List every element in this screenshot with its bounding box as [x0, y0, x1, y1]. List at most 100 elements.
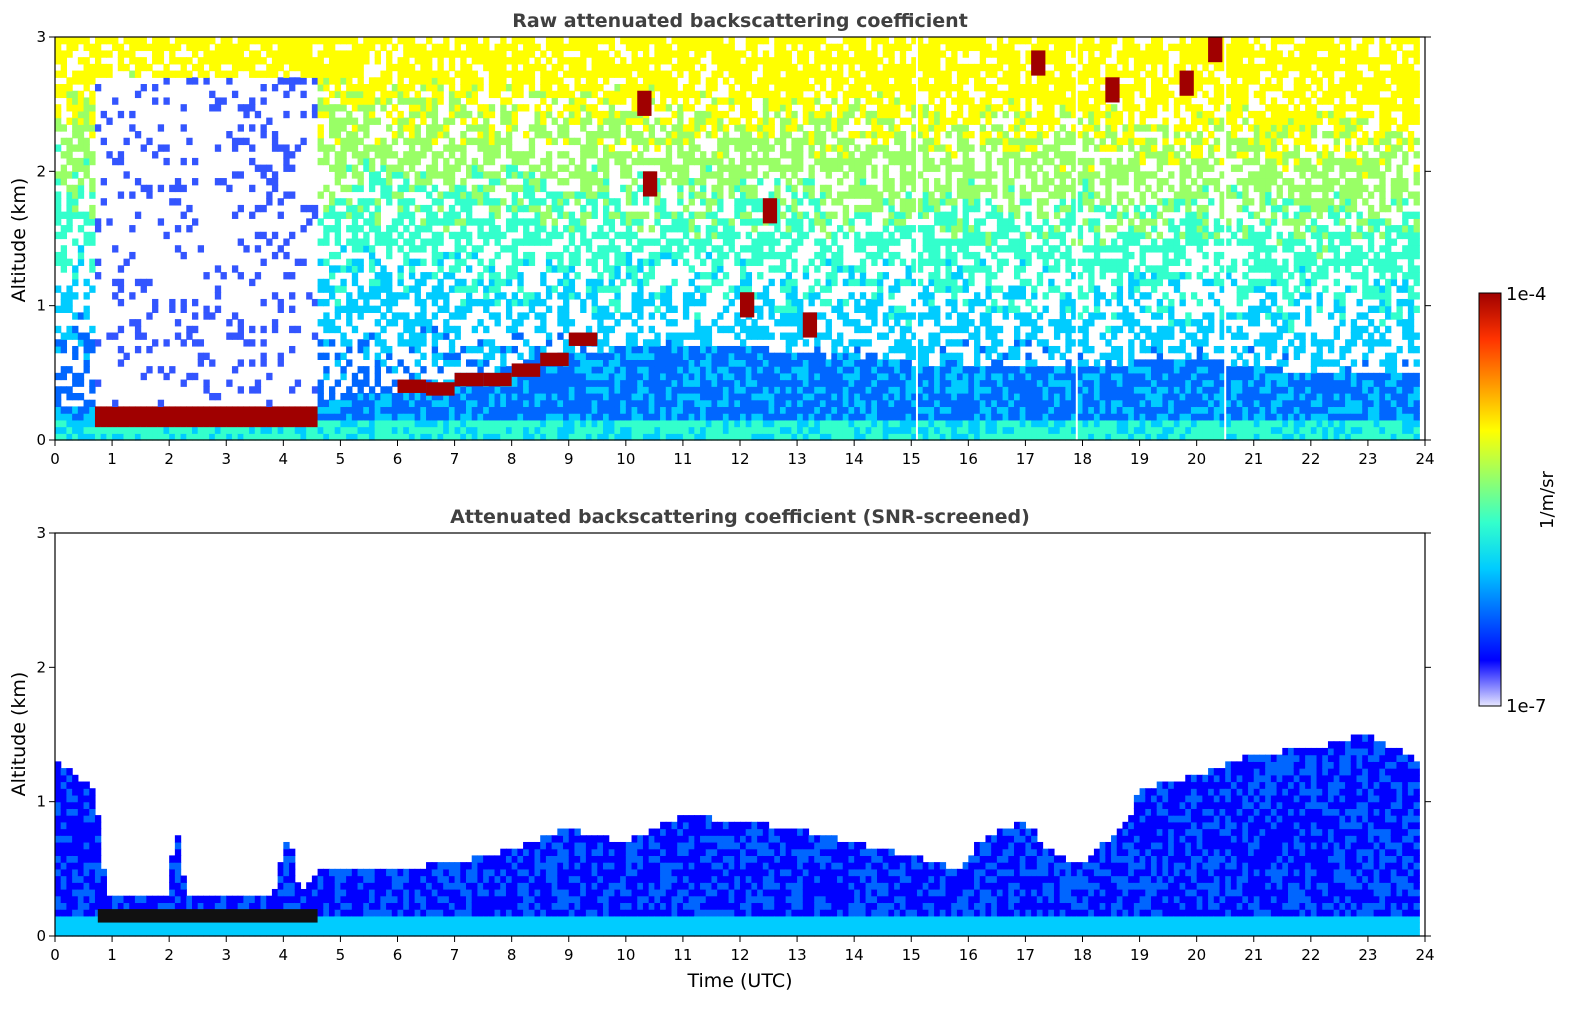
heatmap-cell	[494, 312, 501, 320]
heatmap-cell	[888, 366, 895, 374]
heatmap-cell	[677, 171, 684, 179]
heatmap-cell	[528, 37, 536, 45]
heatmap-cell	[323, 352, 330, 360]
heatmap-cell	[814, 339, 821, 347]
heatmap-cell	[448, 359, 456, 367]
heatmap-cell	[466, 392, 473, 401]
heatmap-cell	[368, 392, 376, 401]
heatmap-cell	[660, 157, 667, 166]
heatmap-cell	[751, 84, 758, 92]
heatmap-cell	[346, 386, 353, 394]
heatmap-cell	[129, 50, 136, 58]
heatmap-cell	[471, 157, 479, 166]
heatmap-cell	[249, 70, 256, 78]
heatmap-cell	[214, 433, 222, 441]
heatmap-cell	[374, 171, 381, 179]
heatmap-cell	[700, 164, 707, 172]
heatmap-cell	[888, 433, 895, 441]
heatmap-cell	[420, 413, 427, 421]
heatmap-cell	[688, 137, 695, 146]
heatmap-cell	[220, 70, 227, 78]
heatmap-cell	[117, 325, 125, 334]
heatmap-cell	[363, 406, 370, 414]
heatmap-cell	[545, 151, 553, 159]
heatmap-cell	[117, 110, 125, 119]
heatmap-cell	[363, 144, 370, 152]
heatmap-cell	[779, 37, 787, 45]
heatmap-cell	[791, 372, 798, 381]
heatmap-cell	[682, 124, 690, 132]
heatmap-cell	[740, 137, 747, 146]
heatmap-cell	[854, 90, 861, 99]
heatmap-cell	[123, 171, 130, 179]
heatmap-cell	[203, 352, 210, 360]
heatmap-cell	[511, 184, 518, 193]
heatmap-cell	[140, 413, 147, 421]
heatmap-cell	[300, 413, 307, 421]
heatmap-cell	[231, 90, 239, 99]
heatmap-cell	[505, 204, 513, 213]
heatmap-cell	[134, 433, 142, 441]
heatmap-cell	[334, 225, 342, 233]
heatmap-cell	[888, 258, 895, 266]
heatmap-cell	[403, 339, 410, 347]
heatmap-cell	[797, 298, 804, 307]
heatmap-cell	[779, 392, 787, 401]
heatmap-cell	[243, 406, 250, 414]
heatmap-cell	[785, 90, 792, 99]
heatmap-cell	[774, 204, 781, 213]
heatmap-cell	[848, 151, 855, 159]
heatmap-cell	[551, 406, 558, 414]
heatmap-cell	[505, 399, 513, 408]
heatmap-cell	[374, 231, 381, 240]
heatmap-cell	[597, 97, 604, 105]
heatmap-cell	[386, 352, 393, 360]
heatmap-cell	[705, 433, 713, 441]
heatmap-cell	[488, 204, 496, 213]
heatmap-cell	[186, 57, 193, 65]
heatmap-cell	[460, 57, 467, 65]
heatmap-cell	[329, 110, 336, 119]
heatmap-cell	[660, 77, 667, 85]
heatmap-cell	[842, 392, 850, 401]
heatmap-cell	[163, 426, 170, 434]
heatmap-cell	[614, 352, 621, 360]
heatmap-cell	[797, 50, 804, 58]
heatmap-cell	[819, 50, 827, 58]
heatmap-cell	[700, 285, 707, 293]
heatmap-cell	[620, 211, 627, 219]
heatmap-cell	[882, 63, 890, 72]
heatmap-cell	[762, 110, 770, 119]
heatmap-cell	[768, 419, 775, 428]
heatmap-cell	[711, 110, 718, 119]
heatmap-cell	[317, 298, 324, 307]
heatmap-cell	[631, 278, 638, 287]
heatmap-cell	[751, 366, 758, 374]
heatmap-cell	[791, 97, 798, 105]
heatmap-cell	[72, 433, 79, 441]
heatmap-cell	[220, 426, 227, 434]
heatmap-cell	[757, 345, 764, 354]
heatmap-cell	[819, 218, 827, 226]
heatmap-cell	[351, 218, 359, 226]
heatmap-cell	[882, 43, 890, 52]
heatmap-cell	[180, 211, 187, 219]
heatmap-cell	[585, 426, 593, 434]
heatmap-cell	[289, 37, 296, 45]
heatmap-cell	[700, 419, 707, 428]
heatmap-cell	[871, 151, 878, 159]
heatmap-cell	[323, 97, 330, 105]
heatmap-cell	[77, 37, 85, 45]
heatmap-cell	[814, 352, 821, 360]
heatmap-cell	[494, 211, 501, 219]
heatmap-cell	[186, 413, 193, 421]
heatmap-cell	[55, 43, 62, 52]
heatmap-cell	[277, 352, 284, 360]
heatmap-cell	[488, 218, 496, 226]
heatmap-cell	[311, 104, 319, 112]
heatmap-cell	[505, 137, 513, 146]
heatmap-cell	[454, 231, 461, 240]
heatmap-cell	[620, 151, 627, 159]
heatmap-cell	[705, 117, 713, 125]
heatmap-cell	[243, 104, 250, 112]
